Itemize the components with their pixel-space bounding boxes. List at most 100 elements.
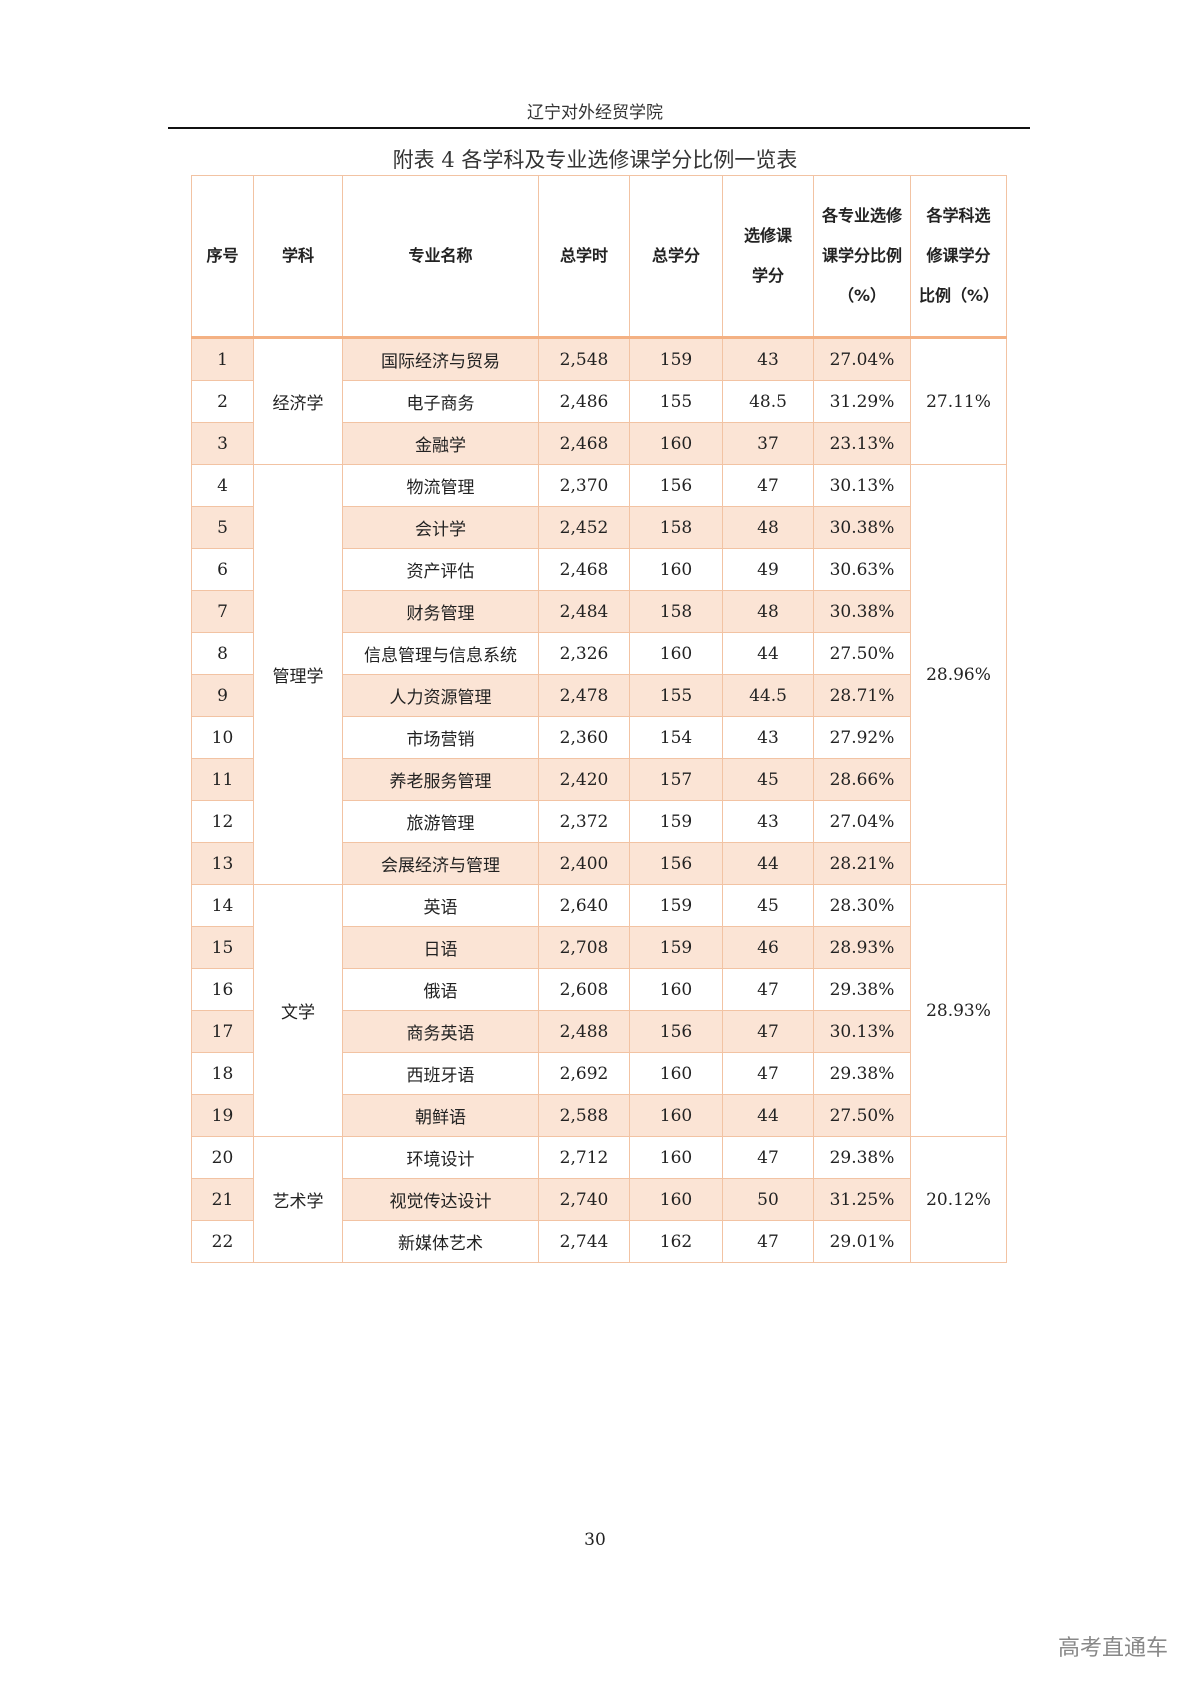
- major-name: 会展经济与管理: [342, 842, 539, 885]
- major-elective-ratio: 27.04%: [813, 800, 911, 843]
- subject-elective-ratio: 28.93%: [910, 884, 1007, 1137]
- total-credits: 159: [629, 884, 723, 927]
- table-row: 7 财务管理 2,484 158 48 30.38%: [191, 590, 1007, 633]
- row-number: 11: [191, 758, 254, 801]
- major-name: 商务英语: [342, 1010, 539, 1053]
- table-row: 16 俄语 2,608 160 47 29.38%: [191, 968, 1007, 1011]
- major-elective-ratio: 31.25%: [813, 1178, 911, 1221]
- elective-credits: 45: [722, 758, 814, 801]
- table-row: 2 电子商务 2,486 155 48.5 31.29%: [191, 380, 1007, 423]
- table-row: 3 金融学 2,468 160 37 23.13%: [191, 422, 1007, 465]
- total-hours: 2,548: [538, 337, 630, 381]
- major-name: 资产评估: [342, 548, 539, 591]
- major-name: 俄语: [342, 968, 539, 1011]
- total-credits: 159: [629, 337, 723, 381]
- row-number: 13: [191, 842, 254, 885]
- subject-cell: 文学: [253, 884, 343, 1137]
- elective-credits: 44: [722, 1094, 814, 1137]
- table-row: 8 信息管理与信息系统 2,326 160 44 27.50%: [191, 632, 1007, 675]
- table-row: 10 市场营销 2,360 154 43 27.92%: [191, 716, 1007, 759]
- row-number: 3: [191, 422, 254, 465]
- table-row: 18 西班牙语 2,692 160 47 29.38%: [191, 1052, 1007, 1095]
- major-name: 国际经济与贸易: [342, 337, 539, 381]
- total-credits: 155: [629, 674, 723, 717]
- total-credits: 155: [629, 380, 723, 423]
- major-elective-ratio: 31.29%: [813, 380, 911, 423]
- row-number: 19: [191, 1094, 254, 1137]
- total-hours: 2,588: [538, 1094, 630, 1137]
- major-elective-ratio: 29.38%: [813, 968, 911, 1011]
- elective-credits: 44: [722, 632, 814, 675]
- major-elective-ratio: 27.50%: [813, 1094, 911, 1137]
- total-credits: 160: [629, 548, 723, 591]
- elective-credits: 47: [722, 1010, 814, 1053]
- total-hours: 2,640: [538, 884, 630, 927]
- header-rule: [168, 127, 1030, 129]
- total-hours: 2,692: [538, 1052, 630, 1095]
- elective-credits: 43: [722, 716, 814, 759]
- major-name: 新媒体艺术: [342, 1220, 539, 1263]
- elective-credits: 47: [722, 1136, 814, 1179]
- total-hours: 2,488: [538, 1010, 630, 1053]
- table-row: 5 会计学 2,452 158 48 30.38%: [191, 506, 1007, 549]
- total-credits: 157: [629, 758, 723, 801]
- table-row: 17 商务英语 2,488 156 47 30.13%: [191, 1010, 1007, 1053]
- table-header-row: 序号 学科 专业名称 总学时 总学分 选修课学分 各专业选修课学分比例（%） 各学科选修课学分…: [191, 175, 1007, 338]
- row-number: 9: [191, 674, 254, 717]
- table-row: 1 经济学 国际经济与贸易 2,548 159 43 27.04% 27.11%: [191, 337, 1007, 465]
- major-name: 旅游管理: [342, 800, 539, 843]
- row-number: 12: [191, 800, 254, 843]
- total-hours: 2,420: [538, 758, 630, 801]
- major-name: 英语: [342, 884, 539, 927]
- row-number: 15: [191, 926, 254, 969]
- row-number: 18: [191, 1052, 254, 1095]
- total-hours: 2,744: [538, 1220, 630, 1263]
- row-number: 7: [191, 590, 254, 633]
- elective-credits: 48: [722, 590, 814, 633]
- table-row: 15 日语 2,708 159 46 28.93%: [191, 926, 1007, 969]
- row-number: 2: [191, 380, 254, 423]
- table-row: 22 新媒体艺术 2,744 162 47 29.01%: [191, 1220, 1007, 1263]
- major-elective-ratio: 29.38%: [813, 1052, 911, 1095]
- column-header: 序号: [191, 175, 254, 338]
- table-row: 4 管理学 物流管理 2,370 156 47 30.13% 28.96%: [191, 464, 1007, 885]
- total-credits: 158: [629, 590, 723, 633]
- total-hours: 2,486: [538, 380, 630, 423]
- row-number: 8: [191, 632, 254, 675]
- major-elective-ratio: 30.38%: [813, 506, 911, 549]
- elective-credits: 47: [722, 1220, 814, 1263]
- major-elective-ratio: 30.13%: [813, 1010, 911, 1053]
- row-number: 5: [191, 506, 254, 549]
- major-name: 信息管理与信息系统: [342, 632, 539, 675]
- total-hours: 2,712: [538, 1136, 630, 1179]
- total-hours: 2,370: [538, 464, 630, 507]
- total-credits: 160: [629, 422, 723, 465]
- table-row: 21 视觉传达设计 2,740 160 50 31.25%: [191, 1178, 1007, 1221]
- total-credits: 158: [629, 506, 723, 549]
- elective-credit-table: 序号 学科 专业名称 总学时 总学分 选修课学分 各专业选修课学分比例（%） 各学科选修课学分…: [191, 175, 1007, 1263]
- major-elective-ratio: 27.04%: [813, 337, 911, 381]
- total-hours: 2,478: [538, 674, 630, 717]
- major-name: 朝鲜语: [342, 1094, 539, 1137]
- column-header: 学科: [253, 175, 343, 338]
- total-hours: 2,708: [538, 926, 630, 969]
- major-name: 日语: [342, 926, 539, 969]
- total-hours: 2,400: [538, 842, 630, 885]
- major-elective-ratio: 28.30%: [813, 884, 911, 927]
- major-name: 环境设计: [342, 1136, 539, 1179]
- subject-elective-ratio: 20.12%: [910, 1136, 1007, 1263]
- table-row: 13 会展经济与管理 2,400 156 44 28.21%: [191, 842, 1007, 885]
- elective-credits: 47: [722, 968, 814, 1011]
- total-credits: 156: [629, 464, 723, 507]
- major-name: 西班牙语: [342, 1052, 539, 1095]
- total-hours: 2,468: [538, 548, 630, 591]
- total-credits: 159: [629, 926, 723, 969]
- column-header: 总学分: [629, 175, 723, 338]
- elective-credits: 48.5: [722, 380, 814, 423]
- running-header: 辽宁对外经贸学院: [527, 103, 663, 123]
- table-row: 19 朝鲜语 2,588 160 44 27.50%: [191, 1094, 1007, 1137]
- major-elective-ratio: 28.66%: [813, 758, 911, 801]
- subject-elective-ratio: 27.11%: [910, 337, 1007, 465]
- table-row: 20 艺术学 环境设计 2,712 160 47 29.38% 20.12%: [191, 1136, 1007, 1263]
- total-hours: 2,484: [538, 590, 630, 633]
